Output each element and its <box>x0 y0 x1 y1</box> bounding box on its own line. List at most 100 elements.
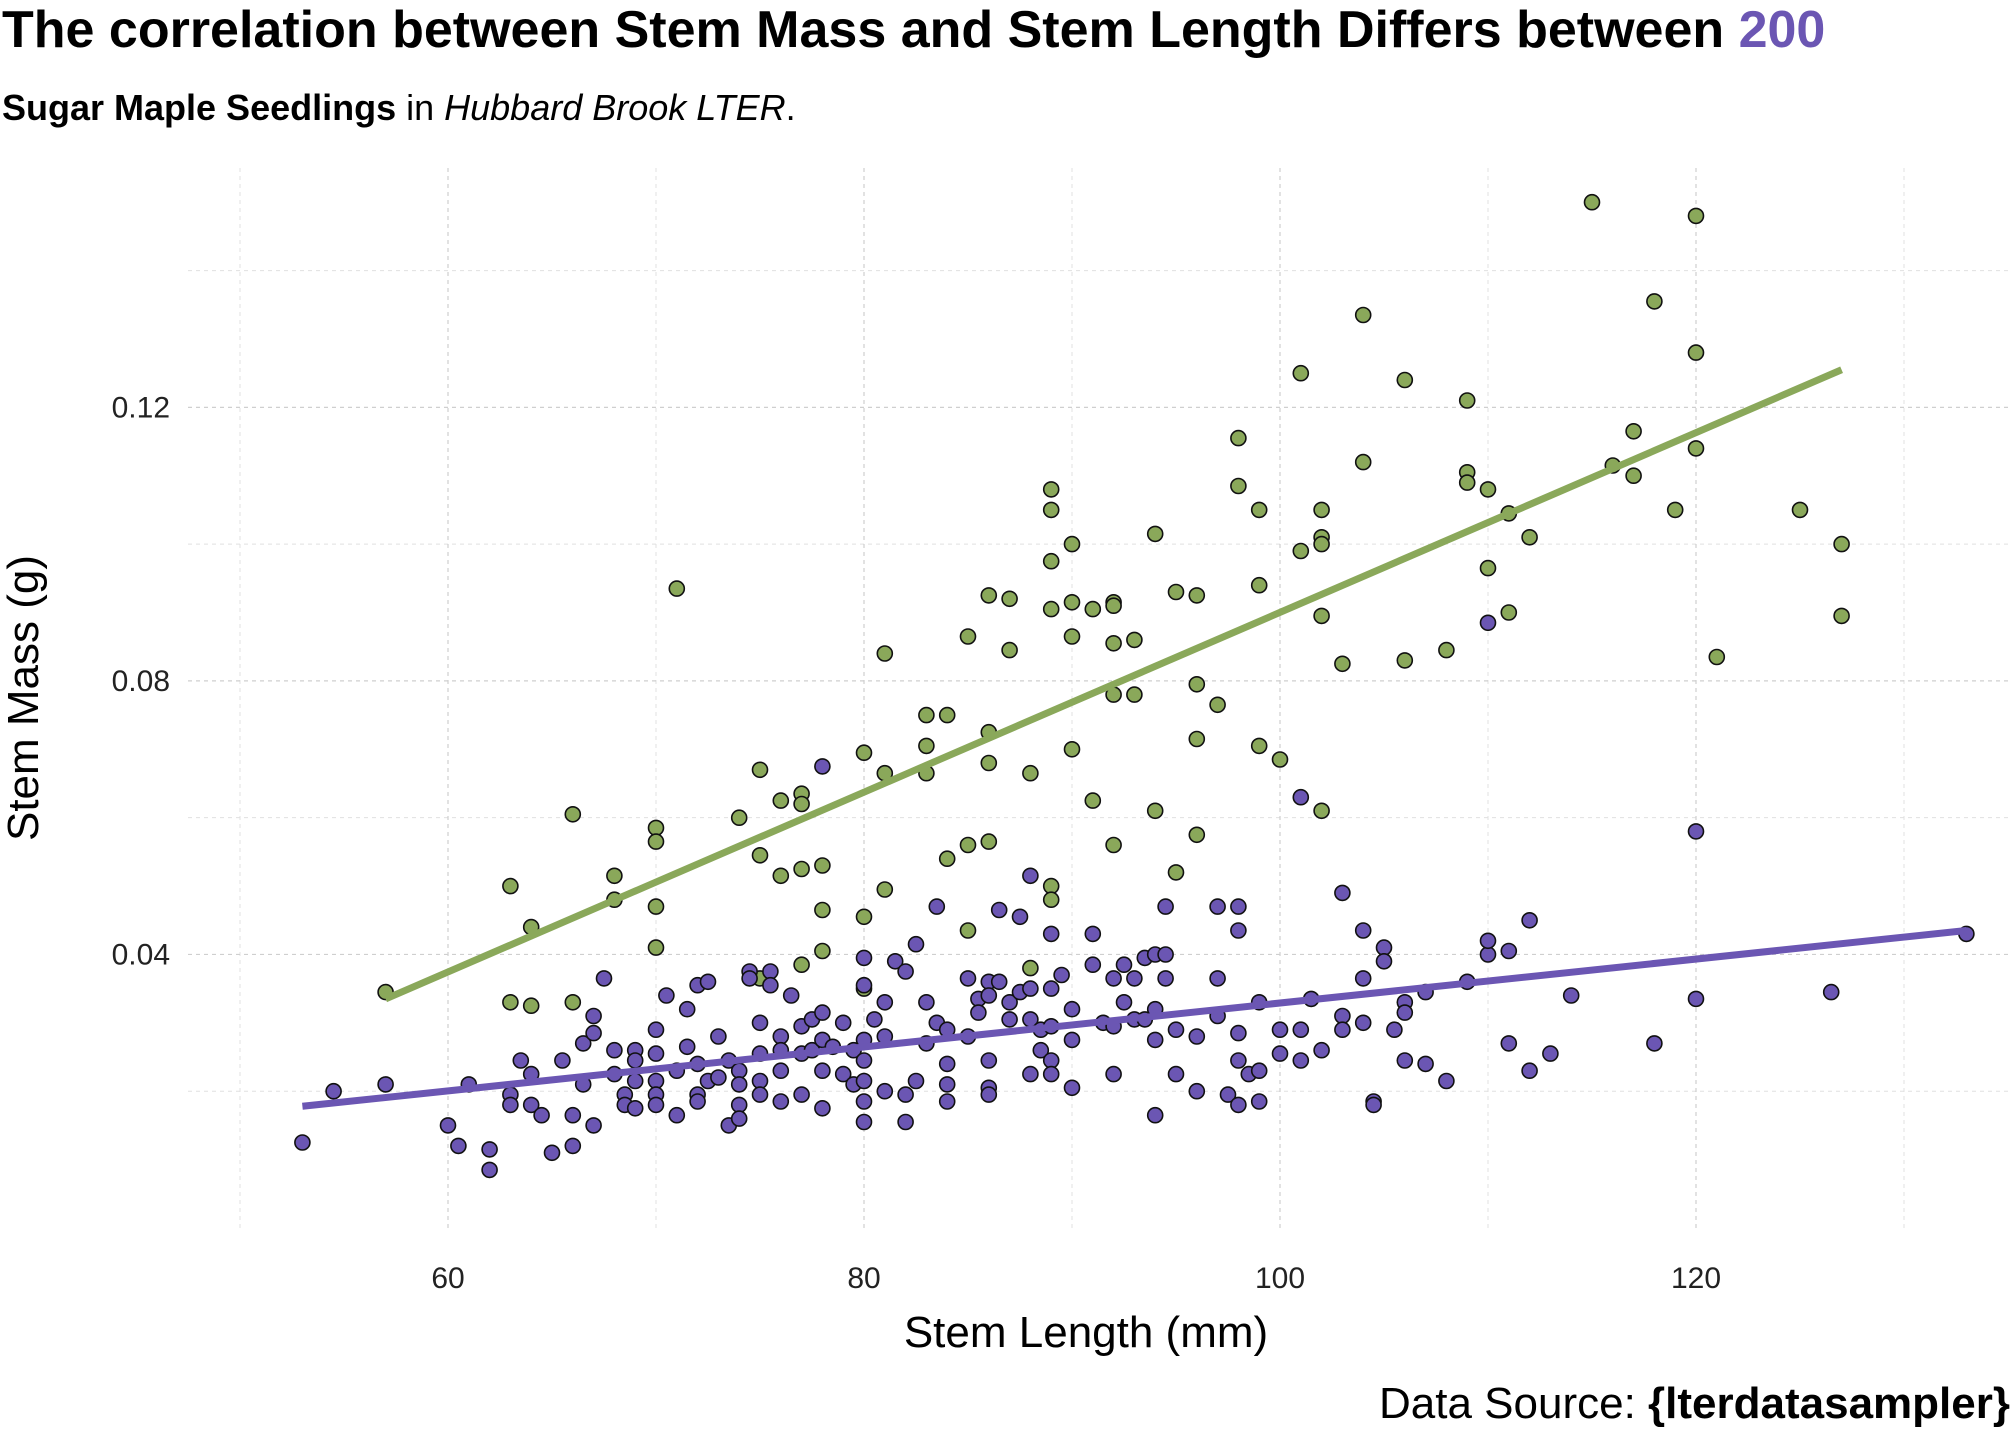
data-point <box>1625 467 1642 485</box>
data-point <box>1042 925 1060 943</box>
data-point <box>1230 1096 1247 1114</box>
data-point <box>1646 293 1663 310</box>
data-point <box>1042 552 1060 570</box>
data-point <box>1126 970 1143 987</box>
data-point <box>1188 587 1206 604</box>
data-point <box>699 973 717 991</box>
data-point <box>481 1161 498 1179</box>
data-point <box>647 1072 665 1090</box>
data-point <box>512 1052 530 1069</box>
data-point <box>1157 898 1174 915</box>
data-point <box>959 970 977 987</box>
data-point <box>1313 607 1330 625</box>
data-point <box>928 898 946 915</box>
data-point <box>886 952 904 970</box>
data-points <box>294 193 1975 1179</box>
data-point <box>814 1062 831 1079</box>
data-point <box>1042 877 1060 895</box>
data-point <box>1396 652 1414 669</box>
data-point <box>1271 751 1289 768</box>
data-point <box>1022 867 1039 885</box>
data-point <box>1053 966 1070 984</box>
data-point <box>855 744 873 762</box>
data-point <box>1292 1021 1310 1038</box>
data-point <box>439 1117 457 1134</box>
data-point <box>772 1062 790 1079</box>
data-point <box>834 1014 852 1032</box>
data-point <box>1292 364 1310 382</box>
data-point <box>980 833 998 850</box>
data-point <box>1011 908 1029 926</box>
trend-line <box>302 927 1967 1110</box>
data-point <box>647 1045 665 1062</box>
data-point <box>1250 576 1268 594</box>
data-point <box>1032 1041 1050 1059</box>
data-point <box>1115 956 1133 974</box>
data-point <box>1167 583 1185 601</box>
data-point <box>1687 990 1705 1008</box>
data-point <box>1271 1045 1289 1062</box>
data-point <box>1105 597 1122 615</box>
data-point <box>450 1137 467 1155</box>
data-point <box>938 706 956 724</box>
data-point <box>980 754 998 772</box>
data-point <box>876 881 894 898</box>
data-point <box>1500 1035 1518 1052</box>
y-axis-title: Stem Mass (g) <box>0 555 48 841</box>
data-point <box>325 1082 342 1100</box>
data-point <box>980 987 998 1004</box>
data-point <box>1167 864 1185 881</box>
data-point <box>938 1093 956 1110</box>
data-point <box>782 987 800 1004</box>
data-point <box>1022 959 1039 977</box>
data-point <box>1521 528 1538 546</box>
data-point <box>1396 1052 1414 1069</box>
data-point <box>647 833 665 850</box>
data-source-caption: Data Source: {lterdatasampler} <box>1379 1378 2010 1431</box>
data-point <box>1500 604 1518 621</box>
data-point <box>730 1096 748 1114</box>
data-point <box>710 1069 727 1086</box>
data-point <box>793 956 810 974</box>
data-point <box>564 993 582 1011</box>
data-point <box>990 973 1008 991</box>
x-tick-label: 60 <box>431 1262 464 1295</box>
data-point <box>1042 600 1060 618</box>
data-point <box>980 1086 998 1103</box>
data-point <box>1063 1031 1081 1049</box>
data-point <box>855 1052 873 1069</box>
data-point <box>564 1106 582 1124</box>
data-point <box>502 1096 519 1114</box>
data-point <box>1084 600 1102 618</box>
data-point <box>1479 614 1497 632</box>
data-point <box>1105 1065 1122 1083</box>
data-point <box>959 922 977 939</box>
data-point <box>1022 764 1039 782</box>
data-point <box>730 1076 748 1093</box>
caption-prefix: Data Source: <box>1379 1379 1649 1428</box>
data-point <box>1822 983 1840 1001</box>
subtitle-species: Sugar Maple Seedlings <box>2 87 397 128</box>
data-point <box>876 993 894 1011</box>
y-tick-label: 0.08 <box>112 665 170 698</box>
data-point <box>1313 802 1330 820</box>
data-point <box>564 1137 582 1155</box>
data-point <box>980 1052 998 1069</box>
data-point <box>1354 453 1372 471</box>
data-point <box>1209 970 1226 987</box>
data-point <box>980 587 998 604</box>
data-point <box>1375 952 1393 970</box>
data-point <box>1396 1004 1414 1021</box>
data-point <box>855 949 873 967</box>
data-point <box>502 993 519 1011</box>
data-point <box>1022 980 1039 997</box>
data-point <box>1042 1065 1060 1083</box>
data-point <box>1022 1065 1039 1083</box>
data-point <box>1188 826 1206 844</box>
x-tick-label: 120 <box>1671 1262 1721 1295</box>
data-point <box>1001 1011 1018 1028</box>
subtitle-site: Hubbard Brook LTER <box>444 87 786 128</box>
data-point <box>533 1106 550 1124</box>
data-point <box>595 970 613 987</box>
data-point <box>1334 1007 1351 1025</box>
